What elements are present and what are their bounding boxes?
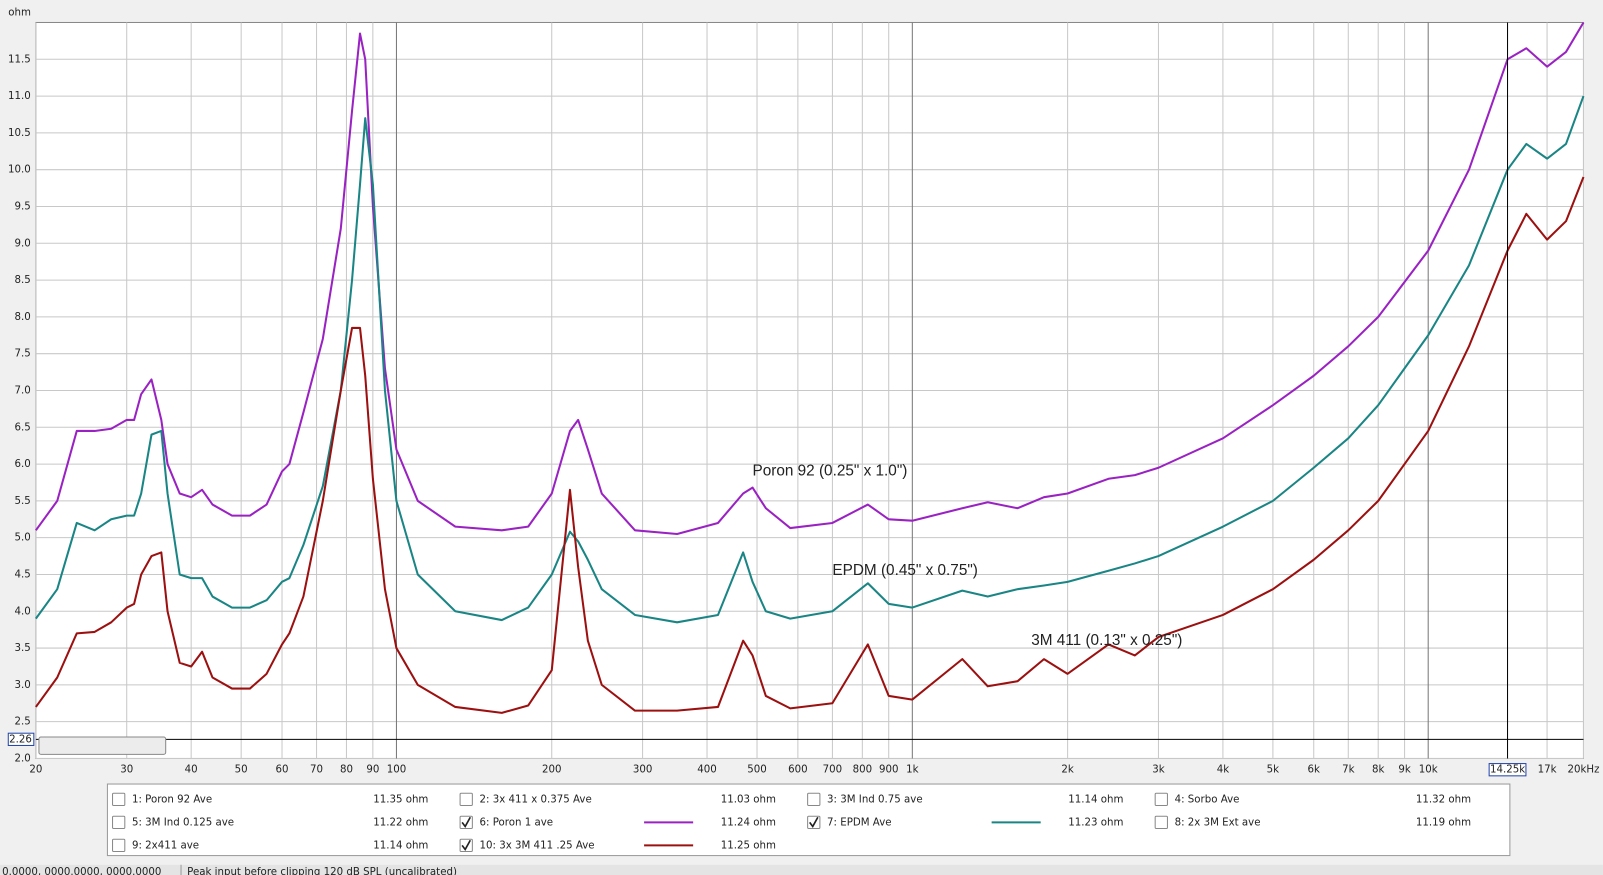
legend-label[interactable]: 10: 3x 3M 411 .25 Ave	[480, 840, 595, 851]
legend-label[interactable]: 6: Poron 1 ave	[480, 817, 554, 828]
x-tick-label: 200	[542, 765, 562, 776]
y-tick-label: 3.5	[14, 643, 30, 654]
y-tick-label: 4.5	[14, 569, 30, 580]
legend-check	[461, 839, 472, 851]
y-tick-label: 10.0	[8, 165, 31, 176]
average-button[interactable]	[38, 736, 167, 755]
annotation: Poron 92 (0.25" x 1.0")	[753, 462, 908, 479]
x-tick-label: 7k	[1342, 765, 1355, 776]
y-tick-label: 10.5	[8, 128, 31, 139]
x-tick-label: 20kHz	[1567, 765, 1599, 776]
legend-readout: 11.22 ohm	[373, 817, 428, 828]
y-tick-label: 9.5	[14, 201, 30, 212]
x-tick-label: 6k	[1308, 765, 1321, 776]
cursor-y-box	[7, 732, 35, 746]
legend-label[interactable]: 9: 2x411 ave	[132, 840, 199, 851]
status-right: Peak input before clipping 120 dB SPL (u…	[187, 867, 457, 875]
x-tick-label: 300	[633, 765, 653, 776]
annotation: EPDM (0.45" x 0.75")	[832, 562, 977, 579]
y-tick-label: 8.0	[14, 312, 30, 323]
legend-checkbox[interactable]	[1154, 815, 1168, 830]
x-tick-label: 900	[879, 765, 899, 776]
annotation: 3M 411 (0.13" x 0.25")	[1031, 632, 1182, 649]
y-tick-label: 6.5	[14, 422, 30, 433]
legend-checkbox[interactable]	[1154, 792, 1168, 807]
x-tick-label: 700	[823, 765, 843, 776]
status-bar	[0, 864, 1603, 875]
y-tick-label: 7.5	[14, 349, 30, 360]
status-left: 0.0000, 0000.0000, 0000.0000	[2, 867, 161, 875]
legend-readout: 11.32 ohm	[1416, 794, 1471, 805]
legend-label[interactable]: 1: Poron 92 Ave	[132, 794, 212, 805]
legend-checkbox[interactable]	[112, 815, 126, 830]
legend-readout: 11.03 ohm	[721, 794, 776, 805]
y-tick-label: 5.5	[14, 496, 30, 507]
x-tick-label: 60	[275, 765, 288, 776]
x-tick-label: 40	[185, 765, 198, 776]
y-unit: ohm	[8, 7, 31, 18]
x-tick-label: 9k	[1398, 765, 1411, 776]
x-tick-label: 1k	[906, 765, 919, 776]
cursor-y-label: 2.26	[9, 734, 32, 745]
legend-checkbox[interactable]	[459, 792, 473, 807]
legend-label[interactable]: 4: Sorbo Ave	[1175, 794, 1240, 805]
x-tick-label: 8k	[1372, 765, 1385, 776]
y-tick-label: 2.5	[14, 717, 30, 728]
y-tick-label: 7.0	[14, 385, 30, 396]
legend-label[interactable]: 3: 3M Ind 0.75 ave	[827, 794, 923, 805]
cursor-x-box	[1488, 763, 1527, 777]
y-tick-label: 2.0	[14, 753, 30, 764]
legend-readout: 11.14 ohm	[373, 840, 428, 851]
y-tick-label: 4.0	[14, 606, 30, 617]
y-tick-label: 11.0	[8, 91, 31, 102]
series-line	[35, 21, 1585, 536]
x-tick-label: 800	[853, 765, 873, 776]
x-tick-label: 20	[29, 765, 42, 776]
y-tick-label: 5.0	[14, 533, 30, 544]
legend-readout: 11.19 ohm	[1416, 817, 1471, 828]
x-tick-label: 80	[340, 765, 353, 776]
legend-label[interactable]: 2: 3x 411 x 0.375 Ave	[480, 794, 592, 805]
y-tick-label: 11.5	[8, 54, 31, 65]
y-tick-label: 6.0	[14, 459, 30, 470]
series-line	[35, 95, 1585, 624]
x-tick-label: 10k	[1419, 765, 1438, 776]
legend-label[interactable]: 5: 3M Ind 0.125 ave	[132, 817, 234, 828]
x-tick-label: 100	[387, 765, 407, 776]
x-tick-label: 50	[235, 765, 248, 776]
x-tick-label: 3k	[1152, 765, 1165, 776]
legend-label[interactable]: 7: EPDM Ave	[827, 817, 891, 828]
x-tick-label: 30	[120, 765, 133, 776]
x-tick-label: 70	[310, 765, 323, 776]
legend-checkbox[interactable]	[112, 792, 126, 807]
y-tick-label: 3.0	[14, 680, 30, 691]
legend-readout: 11.25 ohm	[721, 840, 776, 851]
legend-check	[461, 816, 472, 828]
legend-readout: 11.24 ohm	[721, 817, 776, 828]
x-tick-label: 400	[697, 765, 717, 776]
y-tick-label: 9.0	[14, 238, 30, 249]
series-line	[35, 176, 1585, 714]
legend-checkbox[interactable]	[112, 838, 126, 853]
legend-check	[809, 816, 819, 828]
x-tick-label: 500	[747, 765, 767, 776]
x-tick-label: 17k	[1538, 765, 1557, 776]
x-tick-label: 5k	[1267, 765, 1280, 776]
legend-checkbox[interactable]	[807, 792, 821, 807]
y-tick-label: 8.5	[14, 275, 30, 286]
x-tick-label: 2k	[1061, 765, 1074, 776]
x-tick-label: 4k	[1217, 765, 1230, 776]
cursor-x-label: 14.25k	[1490, 765, 1525, 776]
x-tick-label: 600	[788, 765, 808, 776]
legend-readout: 11.14 ohm	[1068, 794, 1123, 805]
x-tick-label: 90	[366, 765, 379, 776]
legend-readout: 11.23 ohm	[1068, 817, 1123, 828]
legend-label[interactable]: 8: 2x 3M Ext ave	[1175, 817, 1261, 828]
legend-readout: 11.35 ohm	[373, 794, 428, 805]
